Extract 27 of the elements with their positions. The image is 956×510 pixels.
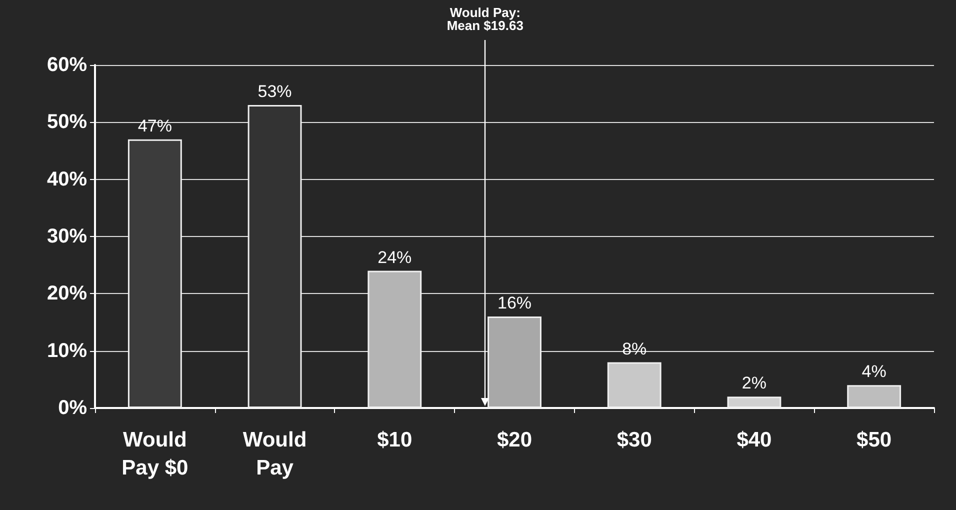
x-tick-label: $10 xyxy=(377,428,412,452)
bar xyxy=(128,139,182,408)
text: Would Pay: Mean $19.63 xyxy=(446,5,524,33)
bar xyxy=(847,385,902,408)
x-tick-label: $40 xyxy=(736,428,772,452)
bar xyxy=(727,396,782,408)
bar xyxy=(607,362,662,408)
data-label: 53% xyxy=(258,82,292,102)
y-tick-label: 0% xyxy=(58,397,88,419)
y-tick-label: 10% xyxy=(46,340,88,362)
x-tick-label: $30 xyxy=(616,428,652,452)
x-tick-label: $50 xyxy=(856,428,892,452)
data-label: 2% xyxy=(742,374,767,393)
bar xyxy=(248,105,302,408)
data-label: 4% xyxy=(862,362,886,382)
y-tick-label: 40% xyxy=(46,168,88,190)
data-label: 24% xyxy=(378,248,412,267)
x-tick-label: Would Pay xyxy=(242,428,307,480)
x-tick-label: Would Pay $0 xyxy=(122,428,188,480)
data-label: 16% xyxy=(497,294,532,313)
bar xyxy=(368,270,422,408)
y-tick-label: 20% xyxy=(46,282,88,305)
y-tick-label: 30% xyxy=(46,226,88,248)
y-tick-label: 60% xyxy=(46,54,88,76)
y-tick-label: 50% xyxy=(46,111,88,134)
bar xyxy=(488,316,542,408)
x-tick-label: $20 xyxy=(496,428,532,452)
